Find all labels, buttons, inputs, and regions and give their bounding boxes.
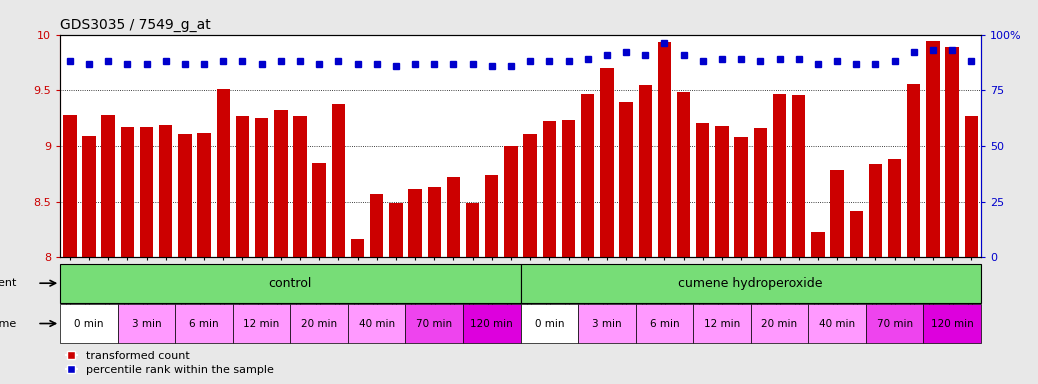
Text: 40 min: 40 min (819, 318, 855, 329)
Bar (677, 93, 690, 257)
Text: 3 min: 3 min (592, 318, 622, 329)
Bar (581, 94, 595, 257)
Bar (866, 304, 924, 343)
Bar (175, 304, 233, 343)
Text: 20 min: 20 min (301, 318, 337, 329)
Bar (811, 232, 824, 257)
Bar (887, 159, 901, 257)
Bar (294, 116, 306, 257)
Text: 0 min: 0 min (535, 318, 564, 329)
Bar (830, 170, 844, 257)
Bar (964, 116, 978, 257)
Text: control: control (269, 277, 312, 290)
Bar (635, 304, 693, 343)
Bar (924, 304, 981, 343)
Bar (233, 304, 291, 343)
Bar (406, 304, 463, 343)
Bar (197, 132, 211, 257)
Bar (754, 128, 767, 257)
Bar (521, 304, 578, 343)
Text: 20 min: 20 min (762, 318, 797, 329)
Bar (638, 84, 652, 257)
Bar (849, 210, 863, 257)
Bar (715, 126, 729, 257)
Bar (82, 136, 95, 257)
Bar (291, 304, 348, 343)
Bar (792, 95, 805, 257)
Bar (946, 47, 959, 257)
Text: 0 min: 0 min (75, 318, 104, 329)
Bar (140, 127, 154, 257)
Text: GDS3035 / 7549_g_at: GDS3035 / 7549_g_at (60, 18, 211, 32)
Bar (102, 115, 115, 257)
Bar (312, 163, 326, 257)
Bar (523, 134, 537, 257)
Bar (693, 304, 750, 343)
Bar (428, 187, 441, 257)
Bar (578, 304, 635, 343)
Bar (485, 175, 498, 257)
Text: 70 min: 70 min (876, 318, 912, 329)
Bar (620, 103, 633, 257)
Bar (63, 115, 77, 257)
Bar (255, 118, 268, 257)
Bar (773, 94, 786, 257)
Text: 120 min: 120 min (470, 318, 513, 329)
Bar (370, 194, 383, 257)
Bar (236, 116, 249, 257)
Text: 120 min: 120 min (931, 318, 974, 329)
Bar (735, 137, 747, 257)
Bar (696, 122, 710, 257)
Bar (331, 104, 345, 257)
Bar (179, 134, 192, 257)
Bar (446, 177, 460, 257)
Text: cumene hydroperoxide: cumene hydroperoxide (679, 277, 823, 290)
Bar (907, 84, 921, 257)
Bar (869, 164, 882, 257)
Text: time: time (0, 318, 17, 329)
Bar (562, 120, 575, 257)
Bar (120, 127, 134, 257)
Bar (543, 121, 556, 257)
Bar (658, 42, 672, 257)
Text: 6 min: 6 min (650, 318, 679, 329)
Bar (117, 304, 175, 343)
Text: 40 min: 40 min (359, 318, 394, 329)
Legend: transformed count, percentile rank within the sample: transformed count, percentile rank withi… (65, 351, 274, 375)
Bar (463, 304, 521, 343)
Bar (217, 89, 230, 257)
Bar (408, 189, 421, 257)
Bar (60, 304, 117, 343)
Bar (274, 110, 288, 257)
Text: 12 min: 12 min (704, 318, 740, 329)
Bar (159, 125, 172, 257)
Text: 12 min: 12 min (244, 318, 279, 329)
Bar (521, 264, 981, 303)
Text: 3 min: 3 min (132, 318, 161, 329)
Bar (348, 304, 406, 343)
Bar (504, 146, 518, 257)
Bar (466, 203, 480, 257)
Bar (600, 68, 613, 257)
Text: 70 min: 70 min (416, 318, 453, 329)
Bar (60, 264, 520, 303)
Text: agent: agent (0, 278, 17, 288)
Text: 6 min: 6 min (189, 318, 219, 329)
Bar (750, 304, 809, 343)
Bar (351, 240, 364, 257)
Bar (389, 203, 403, 257)
Bar (926, 41, 939, 257)
Bar (809, 304, 866, 343)
